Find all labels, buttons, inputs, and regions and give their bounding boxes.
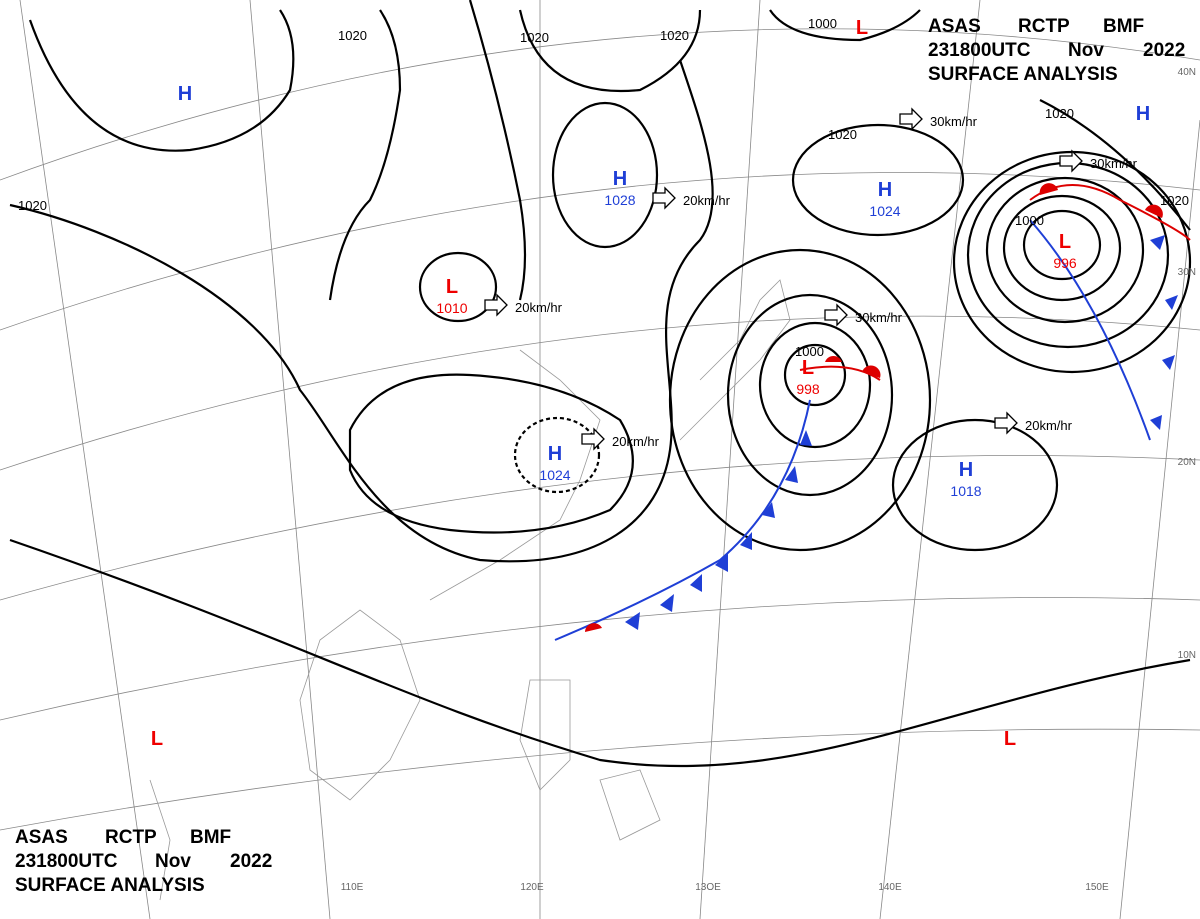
header-text: RCTP: [105, 827, 157, 848]
motion-label: 30km/hr: [1090, 156, 1138, 171]
motion-arrow: [581, 427, 605, 451]
center-value: 1028: [604, 192, 635, 208]
isobar-label: 1000: [795, 344, 824, 359]
center-symbol: H: [959, 459, 973, 481]
center-value: 1024: [869, 203, 900, 219]
motion-arrow: [824, 303, 848, 327]
motion-arrow: [899, 107, 923, 131]
longitude-label: 110E: [341, 882, 364, 893]
center-symbol: L: [1059, 231, 1071, 253]
center-symbol: H: [878, 179, 892, 201]
header-text: 231800UTC: [15, 851, 118, 872]
header-text: ASAS: [928, 16, 981, 37]
longitude-label: 150E: [1085, 882, 1109, 893]
motion-arrow: [652, 186, 676, 210]
header-text: 231800UTC: [928, 40, 1031, 61]
isobars: [9, 0, 1192, 768]
center-symbol: L: [446, 276, 458, 298]
isobar-label: 1020: [1045, 106, 1074, 121]
isobar-label: 1000: [1015, 213, 1044, 228]
center-symbol: H: [613, 168, 627, 190]
motion-label: 30km/hr: [855, 310, 903, 325]
latitude-label: 10N: [1178, 650, 1196, 661]
header-text: Nov: [155, 851, 191, 872]
header-text: SURFACE ANALYSIS: [15, 875, 205, 896]
center-symbol: L: [856, 17, 868, 39]
isobar-label: 1020: [520, 30, 549, 45]
header-text: SURFACE ANALYSIS: [928, 64, 1118, 85]
isobar-label: 1020: [1160, 193, 1189, 208]
center-symbol: L: [151, 728, 163, 750]
header-text: ASAS: [15, 827, 68, 848]
motion-arrow: [994, 411, 1018, 435]
isobar-label: 1000: [808, 16, 837, 31]
header-text: 2022: [230, 851, 272, 872]
header-text: BMF: [190, 827, 231, 848]
isobar-label: 1020: [660, 28, 689, 43]
motion-label: 20km/hr: [1025, 418, 1073, 433]
motion-label: 20km/hr: [515, 300, 563, 315]
center-value: 1018: [950, 483, 981, 499]
motion-arrow: [1059, 149, 1083, 173]
motion-label: 20km/hr: [612, 434, 660, 449]
latitude-label: 30N: [1178, 267, 1196, 278]
center-value: 1010: [436, 300, 467, 316]
header-text: BMF: [1103, 16, 1144, 37]
isobar-label: 1020: [828, 127, 857, 142]
header-text: RCTP: [1018, 16, 1070, 37]
latitude-label: 20N: [1178, 457, 1196, 468]
fronts: [554, 183, 1191, 641]
isobar-label: 1020: [338, 28, 367, 43]
center-symbol: H: [1136, 103, 1150, 125]
center-symbol: H: [178, 83, 192, 105]
center-value: 1024: [539, 467, 570, 483]
longitude-label: 120E: [520, 882, 544, 893]
center-value: 998: [796, 381, 820, 397]
longitude-label: 140E: [878, 882, 902, 893]
center-symbol: L: [802, 357, 814, 379]
motion-arrow: [484, 293, 508, 317]
center-symbol: H: [548, 443, 562, 465]
center-symbol: L: [1004, 728, 1016, 750]
header-text: Nov: [1068, 40, 1104, 61]
labels: ASAS RCTP BMF 231800UTC Nov 2022 SURFACE ANALY…: [15, 16, 1196, 896]
header-text: 2022: [1143, 40, 1185, 61]
motion-label: 30km/hr: [930, 114, 978, 129]
longitude-label: 13OE: [695, 882, 721, 893]
latitude-label: 40N: [1178, 67, 1196, 78]
motion-label: 20km/hr: [683, 193, 731, 208]
center-value: 996: [1053, 255, 1077, 271]
isobar-label: 1020: [18, 198, 47, 213]
